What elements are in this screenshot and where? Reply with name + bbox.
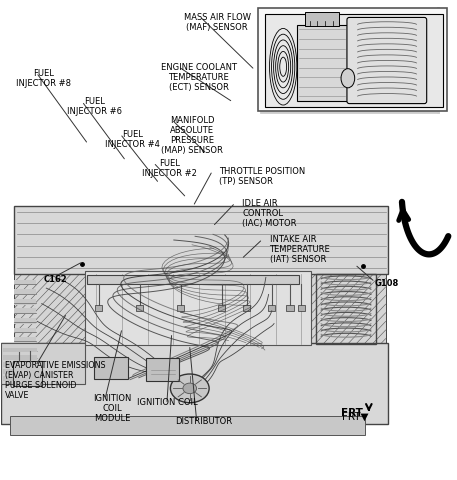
Bar — [298, 305, 305, 311]
Bar — [14, 206, 388, 274]
Text: C162: C162 — [44, 275, 68, 284]
Bar — [1, 343, 388, 424]
Text: INTAKE AIR
TEMPERATURE
(IAT) SENSOR: INTAKE AIR TEMPERATURE (IAT) SENSOR — [270, 235, 330, 264]
Text: FRT▼: FRT▼ — [342, 411, 369, 421]
Bar — [14, 327, 36, 333]
FancyBboxPatch shape — [347, 17, 427, 104]
Ellipse shape — [183, 383, 197, 394]
Bar — [14, 289, 36, 295]
Bar — [297, 24, 347, 101]
Bar — [10, 416, 365, 435]
Bar — [14, 337, 36, 343]
Text: DISTRIBUTOR: DISTRIBUTOR — [175, 417, 232, 426]
Text: FRT: FRT — [341, 408, 363, 419]
Text: THROTTLE POSITION
(TP) SENSOR: THROTTLE POSITION (TP) SENSOR — [219, 167, 306, 186]
Bar — [14, 274, 85, 345]
Text: MANIFOLD
ABSOLUTE
PRESSURE
(MAP) SENSOR: MANIFOLD ABSOLUTE PRESSURE (MAP) SENSOR — [161, 116, 223, 155]
Bar — [14, 299, 36, 305]
Text: EVAPORATIVE EMISSIONS
(EVAP) CANISTER
PURGE SOLENOID
VALVE: EVAPORATIVE EMISSIONS (EVAP) CANISTER PU… — [5, 360, 106, 400]
Text: IGNITION COIL: IGNITION COIL — [137, 398, 197, 407]
Bar — [87, 276, 299, 284]
Text: MASS AIR FLOW
(MAF) SENSOR: MASS AIR FLOW (MAF) SENSOR — [184, 12, 250, 32]
Bar — [316, 274, 376, 344]
Bar — [147, 358, 179, 381]
Bar — [3, 376, 37, 381]
Bar — [258, 8, 447, 111]
Bar — [310, 271, 386, 345]
Bar — [136, 305, 143, 311]
Bar — [85, 271, 310, 345]
Bar — [3, 355, 37, 360]
Text: IGNITION
COIL
MODULE: IGNITION COIL MODULE — [93, 394, 132, 423]
Bar — [14, 318, 36, 324]
Bar — [177, 305, 184, 311]
Bar — [13, 361, 42, 386]
Text: FUEL
INJECTOR #6: FUEL INJECTOR #6 — [67, 97, 122, 117]
Ellipse shape — [341, 69, 355, 88]
Text: ENGINE COOLANT
TEMPERATURE
(ECT) SENSOR: ENGINE COOLANT TEMPERATURE (ECT) SENSOR — [161, 63, 237, 92]
Bar — [287, 305, 294, 311]
Text: G108: G108 — [374, 279, 399, 288]
Text: IDLE AIR
CONTROL
(IAC) MOTOR: IDLE AIR CONTROL (IAC) MOTOR — [242, 199, 297, 228]
Text: FUEL
INJECTOR #2: FUEL INJECTOR #2 — [142, 158, 197, 178]
Bar — [243, 305, 250, 311]
Bar — [3, 369, 37, 374]
Text: FUEL
INJECTOR #4: FUEL INJECTOR #4 — [106, 130, 160, 149]
Bar — [95, 305, 102, 311]
Bar — [305, 12, 339, 25]
Bar — [3, 348, 37, 352]
Bar — [14, 309, 36, 314]
Bar — [265, 13, 443, 107]
Text: FUEL
INJECTOR #8: FUEL INJECTOR #8 — [16, 69, 71, 88]
Bar — [3, 362, 37, 367]
Bar — [218, 305, 225, 311]
Ellipse shape — [170, 374, 209, 403]
Bar — [94, 357, 128, 379]
Bar — [268, 305, 276, 311]
Bar — [1, 343, 85, 384]
Bar — [14, 280, 36, 286]
